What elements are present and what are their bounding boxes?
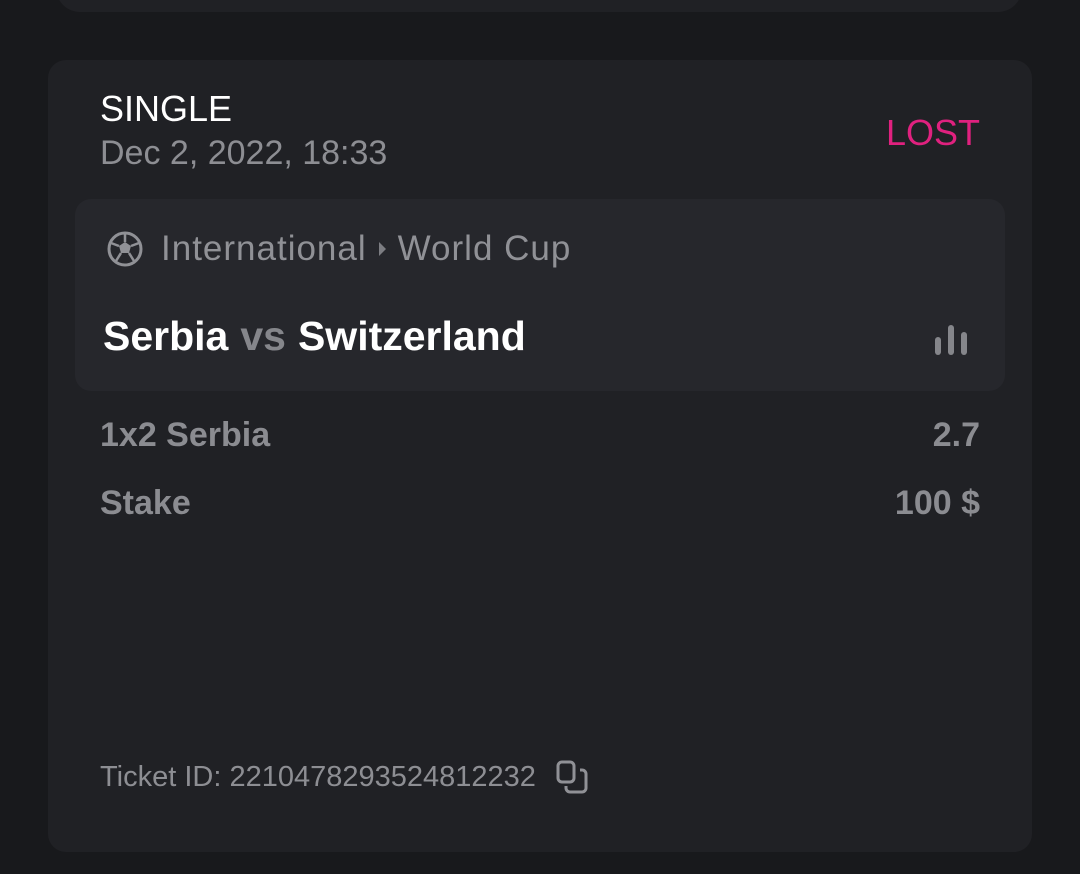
status-badge: LOST bbox=[885, 112, 980, 153]
selection-row: 1x2 Serbia 2.7 bbox=[100, 416, 980, 455]
stake-row: Stake 100 $ bbox=[100, 484, 980, 523]
copy-icon[interactable] bbox=[556, 760, 590, 794]
bet-card: SINGLE Dec 2, 2022, 18:33 LOST Internati… bbox=[48, 60, 1032, 852]
bet-type: SINGLE bbox=[100, 88, 233, 129]
chevron-right-icon bbox=[378, 242, 386, 256]
selection-label: 1x2 Serbia bbox=[100, 416, 271, 454]
ticket-id-value: 2210478293524812232 bbox=[229, 760, 536, 793]
home-team: Serbia bbox=[103, 313, 229, 359]
event-panel[interactable]: International World Cup Serbia vs Switzerl… bbox=[75, 199, 1005, 391]
ticket-id: Ticket ID: 2210478293524812232 bbox=[100, 760, 590, 794]
ticket-label: Ticket ID: bbox=[100, 760, 222, 793]
stake-label: Stake bbox=[100, 484, 191, 522]
breadcrumb: International World Cup bbox=[107, 229, 571, 269]
breadcrumb-league[interactable]: World Cup bbox=[397, 229, 572, 268]
selection-odds: 2.7 bbox=[932, 416, 980, 454]
breadcrumb-category[interactable]: International bbox=[161, 229, 367, 268]
bar-chart-icon[interactable] bbox=[933, 325, 969, 355]
vs-label: vs bbox=[240, 313, 286, 359]
previous-bet-card bbox=[56, 0, 1022, 12]
soccer-ball-icon bbox=[107, 231, 143, 267]
stake-value: 100 $ bbox=[894, 484, 980, 522]
bet-date: Dec 2, 2022, 18:33 bbox=[100, 134, 388, 172]
away-team: Switzerland bbox=[297, 313, 526, 359]
match-title: Serbia vs Switzerland bbox=[103, 313, 526, 360]
